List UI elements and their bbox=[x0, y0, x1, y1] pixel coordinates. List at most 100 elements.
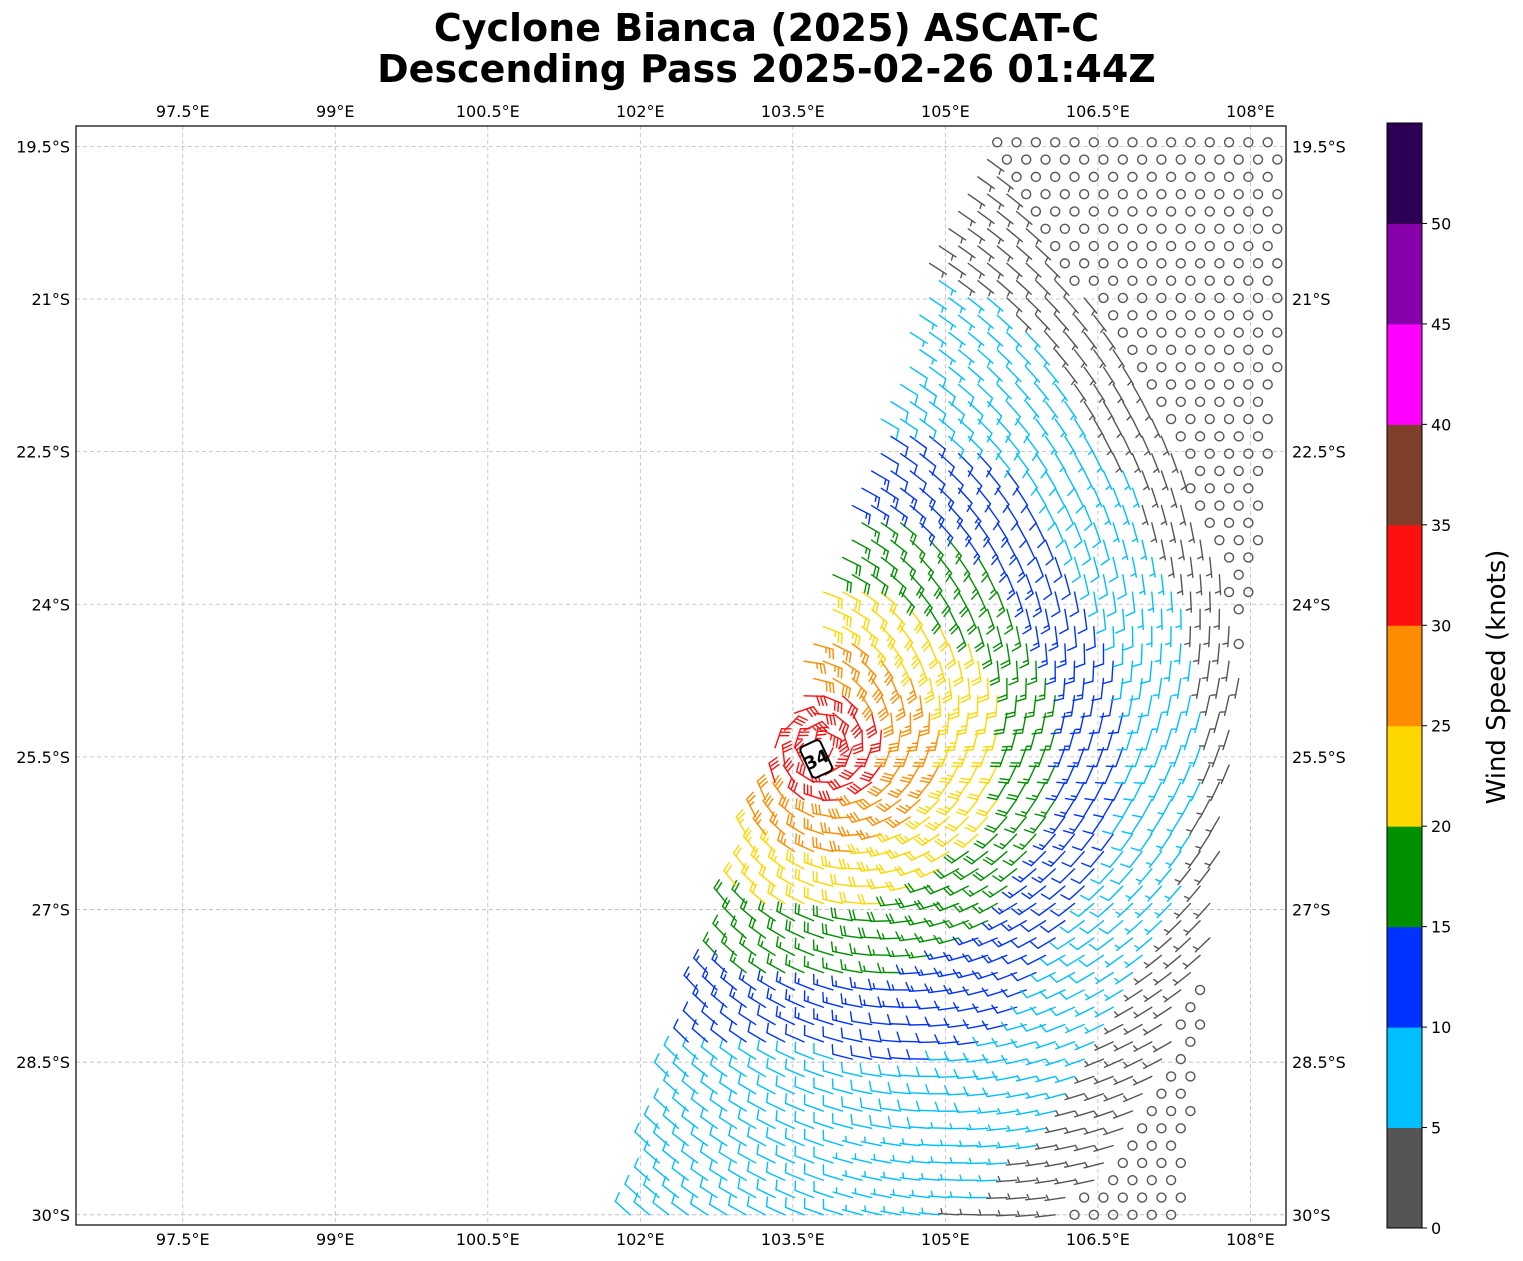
barb-half-feather bbox=[978, 1141, 982, 1148]
barb-half-feather bbox=[959, 376, 963, 383]
barb-feather bbox=[865, 817, 874, 827]
barb-feather bbox=[977, 809, 989, 814]
barb-feather bbox=[784, 799, 790, 810]
barb-feather bbox=[788, 920, 792, 932]
wind-barb bbox=[775, 936, 796, 957]
barb-feather bbox=[1056, 781, 1068, 784]
wind-barb bbox=[681, 1141, 699, 1164]
barb-half-feather bbox=[869, 633, 873, 641]
barb-feather bbox=[769, 919, 774, 931]
calm-circle bbox=[1127, 240, 1138, 252]
barb-half-feather bbox=[1131, 537, 1138, 543]
barb-feather bbox=[839, 925, 843, 936]
calm-circle bbox=[1156, 1157, 1167, 1169]
wind-barb bbox=[906, 1082, 931, 1095]
barb-feather bbox=[772, 774, 780, 785]
barb-half-feather bbox=[1070, 414, 1075, 421]
calm-circle bbox=[1214, 223, 1225, 234]
barb-staff bbox=[1082, 798, 1095, 818]
wind-barb bbox=[865, 712, 878, 739]
wind-barb bbox=[1006, 193, 1024, 210]
barb-staff bbox=[681, 1150, 699, 1164]
wind-barb bbox=[1117, 1157, 1129, 1169]
barb-staff bbox=[928, 470, 946, 485]
barb-feather bbox=[880, 657, 887, 668]
barb-feather bbox=[1093, 663, 1105, 668]
wind-barb bbox=[1163, 954, 1182, 969]
barb-feather bbox=[1006, 797, 1017, 801]
barb-half-feather bbox=[1130, 572, 1137, 577]
barb-half-feather bbox=[891, 689, 897, 695]
wind-barb bbox=[915, 1100, 940, 1112]
barb-feather bbox=[752, 809, 760, 820]
wind-barb bbox=[1123, 625, 1134, 651]
wind-barb bbox=[1002, 850, 1027, 866]
barb-staff bbox=[1088, 885, 1105, 901]
wind-barb bbox=[927, 781, 950, 800]
wind-barb bbox=[1214, 188, 1225, 200]
barb-feather bbox=[899, 623, 906, 634]
barb-feather bbox=[708, 1194, 713, 1206]
wind-barb bbox=[1156, 223, 1167, 234]
barb-feather bbox=[802, 765, 806, 777]
barb-half-feather bbox=[1142, 1028, 1149, 1034]
calm-circle bbox=[1252, 258, 1264, 269]
wind-barb bbox=[977, 487, 992, 513]
wind-barb bbox=[1004, 816, 1027, 834]
barb-staff bbox=[870, 1055, 892, 1060]
calm-circle bbox=[1223, 275, 1235, 286]
wind-barb bbox=[919, 452, 937, 476]
wind-barb bbox=[1214, 534, 1225, 546]
wind-barb bbox=[976, 1141, 998, 1148]
barb-feather bbox=[711, 949, 717, 960]
wind-barb bbox=[1088, 275, 1100, 286]
wind-barb bbox=[899, 1172, 921, 1181]
barb-staff bbox=[909, 470, 927, 484]
wind-barb bbox=[1185, 448, 1196, 459]
wind-barb bbox=[1088, 137, 1100, 148]
barb-half-feather bbox=[937, 551, 942, 558]
wind-barb bbox=[877, 1030, 902, 1043]
wind-barb bbox=[1025, 1058, 1047, 1066]
wind-barb bbox=[1209, 712, 1221, 734]
wind-barb bbox=[1136, 223, 1148, 234]
barb-feather bbox=[838, 720, 844, 731]
barb-feather bbox=[958, 484, 964, 495]
barb-staff bbox=[1113, 781, 1124, 801]
barb-feather bbox=[932, 430, 937, 441]
barb-feather bbox=[818, 804, 822, 816]
wind-barb bbox=[977, 279, 995, 297]
barb-feather bbox=[863, 771, 875, 776]
wind-barb bbox=[967, 366, 985, 384]
wind-barb bbox=[996, 556, 1008, 583]
barb-staff bbox=[1044, 574, 1053, 595]
barb-feather bbox=[856, 802, 865, 810]
wind-barb bbox=[986, 297, 1004, 315]
barb-half-feather bbox=[900, 934, 905, 941]
barb-staff bbox=[1015, 452, 1030, 471]
barb-staff bbox=[1143, 764, 1153, 785]
wind-barb bbox=[692, 984, 709, 1008]
wind-barb bbox=[1155, 868, 1172, 886]
calm-circle bbox=[1165, 1071, 1177, 1082]
calm-circle bbox=[1107, 137, 1119, 148]
barb-half-feather bbox=[1097, 432, 1103, 438]
wind-barb bbox=[690, 1193, 709, 1216]
barb-feather bbox=[746, 1160, 750, 1172]
wind-barb bbox=[1185, 816, 1201, 835]
wind-barb bbox=[930, 695, 942, 721]
wind-barb bbox=[1233, 361, 1244, 373]
barb-feather bbox=[762, 792, 770, 802]
barb-feather bbox=[1019, 539, 1027, 549]
wind-barb bbox=[738, 1038, 757, 1060]
wind-barb bbox=[1117, 292, 1129, 304]
barb-staff bbox=[899, 452, 918, 466]
wind-barb bbox=[1172, 677, 1182, 699]
barb-staff bbox=[737, 1117, 757, 1130]
wind-barb bbox=[1022, 850, 1047, 867]
wind-barb bbox=[1035, 245, 1052, 263]
barb-half-feather bbox=[1096, 467, 1102, 473]
wind-barb bbox=[1054, 1075, 1076, 1084]
barb-feather bbox=[794, 1007, 797, 1018]
barb-staff bbox=[1038, 902, 1056, 916]
